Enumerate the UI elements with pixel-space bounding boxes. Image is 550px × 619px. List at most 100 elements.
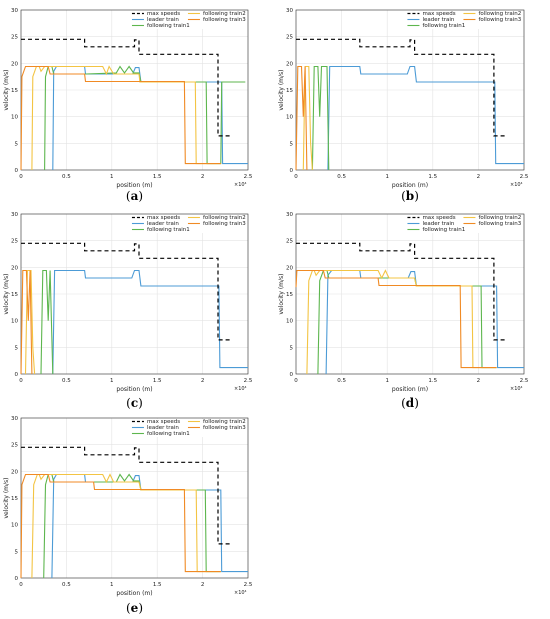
legend-label: leader train bbox=[147, 221, 179, 227]
y-tick-label: 30 bbox=[11, 416, 18, 422]
series-leader-train bbox=[51, 473, 248, 579]
y-tick-label: 30 bbox=[11, 8, 18, 14]
x-tick-label: 2 bbox=[201, 582, 205, 588]
axes-box bbox=[20, 417, 249, 579]
x-exponent: ×10⁴ bbox=[234, 386, 247, 392]
legend-label: leader train bbox=[422, 17, 454, 23]
legend-label: max speeds bbox=[147, 11, 180, 17]
y-axis-label: velocity (m/s) bbox=[3, 69, 10, 110]
series-max-speeds bbox=[21, 38, 230, 137]
legend-label: following train3 bbox=[478, 17, 521, 23]
x-tick-label: 0.5 bbox=[337, 378, 346, 384]
series-following-train3 bbox=[295, 269, 497, 369]
x-tick-label: 0.5 bbox=[62, 378, 71, 384]
y-tick-label: 20 bbox=[11, 61, 18, 67]
legend-label: leader train bbox=[147, 425, 179, 431]
x-exponent: ×10⁴ bbox=[510, 182, 523, 188]
y-axis-label: velocity (m/s) bbox=[278, 69, 285, 110]
x-tick-label: 1.5 bbox=[153, 174, 162, 180]
panel-caption: (a) bbox=[126, 189, 143, 203]
y-axis-label: velocity (m/s) bbox=[3, 477, 10, 518]
y-tick-label: 5 bbox=[15, 549, 19, 555]
y-tick-label: 15 bbox=[11, 292, 18, 298]
x-tick-label: 1 bbox=[385, 378, 389, 384]
x-tick-label: 2.5 bbox=[244, 582, 253, 588]
legend-label: following train1 bbox=[422, 23, 465, 29]
series-max-speeds bbox=[21, 446, 230, 545]
legend-label: max speeds bbox=[422, 215, 455, 221]
x-tick-label: 2.5 bbox=[244, 378, 253, 384]
y-axis-label: velocity (m/s) bbox=[3, 273, 10, 314]
series-leader-train bbox=[327, 65, 524, 171]
legend-label: leader train bbox=[147, 17, 179, 23]
y-tick-label: 15 bbox=[286, 88, 293, 94]
axes-box bbox=[295, 9, 525, 171]
x-tick-label: 0 bbox=[294, 174, 298, 180]
y-tick-label: 10 bbox=[11, 319, 18, 325]
x-axis-label: position (m) bbox=[116, 386, 152, 393]
y-tick-label: 10 bbox=[11, 115, 18, 121]
x-tick-label: 2 bbox=[201, 378, 205, 384]
y-tick-label: 5 bbox=[15, 345, 19, 351]
y-tick-label: 15 bbox=[11, 88, 18, 94]
panel-caption: (c) bbox=[126, 396, 143, 410]
axes-box bbox=[295, 213, 525, 375]
series-max-speeds bbox=[296, 242, 506, 341]
x-tick-label: 2.5 bbox=[520, 174, 529, 180]
series-leader-train bbox=[325, 269, 524, 375]
legend-label: leader train bbox=[422, 221, 454, 227]
x-tick-label: 1 bbox=[110, 378, 114, 384]
x-tick-label: 1.5 bbox=[153, 582, 162, 588]
x-tick-label: 2.5 bbox=[520, 378, 529, 384]
y-tick-label: 10 bbox=[286, 115, 293, 121]
panel-caption: (b) bbox=[401, 189, 419, 203]
axes-box bbox=[20, 213, 249, 375]
chart-panel-4: 0 0.5 1 1.5 2 2.5 0 5 10 15 20 25 30 position (m) velo… bbox=[278, 212, 529, 410]
y-tick-label: 10 bbox=[11, 523, 18, 529]
x-tick-label: 1.5 bbox=[428, 378, 437, 384]
y-tick-label: 25 bbox=[11, 443, 18, 449]
legend-label: following train1 bbox=[147, 23, 190, 29]
x-axis-label: position (m) bbox=[392, 386, 428, 393]
legend-label: following train2 bbox=[203, 215, 246, 221]
legend-label: following train3 bbox=[203, 221, 246, 227]
x-exponent: ×10⁴ bbox=[510, 386, 523, 392]
series-following-train1 bbox=[40, 269, 54, 375]
y-tick-label: 10 bbox=[286, 319, 293, 325]
y-tick-label: 20 bbox=[11, 469, 18, 475]
y-tick-label: 5 bbox=[290, 345, 294, 351]
x-tick-label: 1 bbox=[110, 582, 114, 588]
legend-label: following train2 bbox=[203, 419, 246, 425]
legend-label: following train3 bbox=[203, 425, 246, 431]
legend-label: following train1 bbox=[147, 227, 190, 233]
x-tick-label: 1 bbox=[385, 174, 389, 180]
series-following-train1 bbox=[311, 65, 330, 171]
y-tick-label: 30 bbox=[286, 212, 293, 218]
series-leader-train bbox=[52, 269, 248, 375]
series-following-train3 bbox=[20, 65, 221, 171]
y-tick-label: 30 bbox=[11, 212, 18, 218]
y-tick-label: 25 bbox=[286, 35, 293, 41]
series-following-train1 bbox=[44, 65, 246, 171]
legend-label: following train1 bbox=[422, 227, 465, 233]
x-tick-label: 1 bbox=[110, 174, 114, 180]
x-tick-label: 0.5 bbox=[337, 174, 346, 180]
y-tick-label: 0 bbox=[290, 168, 294, 174]
y-tick-label: 0 bbox=[290, 372, 294, 378]
legend-label: max speeds bbox=[147, 419, 180, 425]
x-axis-label: position (m) bbox=[116, 590, 152, 597]
series-following-train2 bbox=[24, 269, 36, 375]
series-max-speeds bbox=[21, 242, 230, 341]
x-tick-label: 0 bbox=[19, 174, 23, 180]
y-tick-label: 15 bbox=[286, 292, 293, 298]
axes-box bbox=[20, 9, 249, 171]
legend-label: following train3 bbox=[203, 17, 246, 23]
y-tick-label: 30 bbox=[286, 8, 293, 14]
x-tick-label: 2 bbox=[201, 174, 205, 180]
y-tick-label: 25 bbox=[11, 239, 18, 245]
y-tick-label: 0 bbox=[15, 576, 19, 582]
chart-panel-1: 0 0.5 1 1.5 2 2.5 0 5 10 15 20 25 30 position (m) velo… bbox=[3, 8, 253, 203]
panel-caption: (d) bbox=[401, 396, 419, 410]
series-max-speeds bbox=[296, 38, 506, 137]
